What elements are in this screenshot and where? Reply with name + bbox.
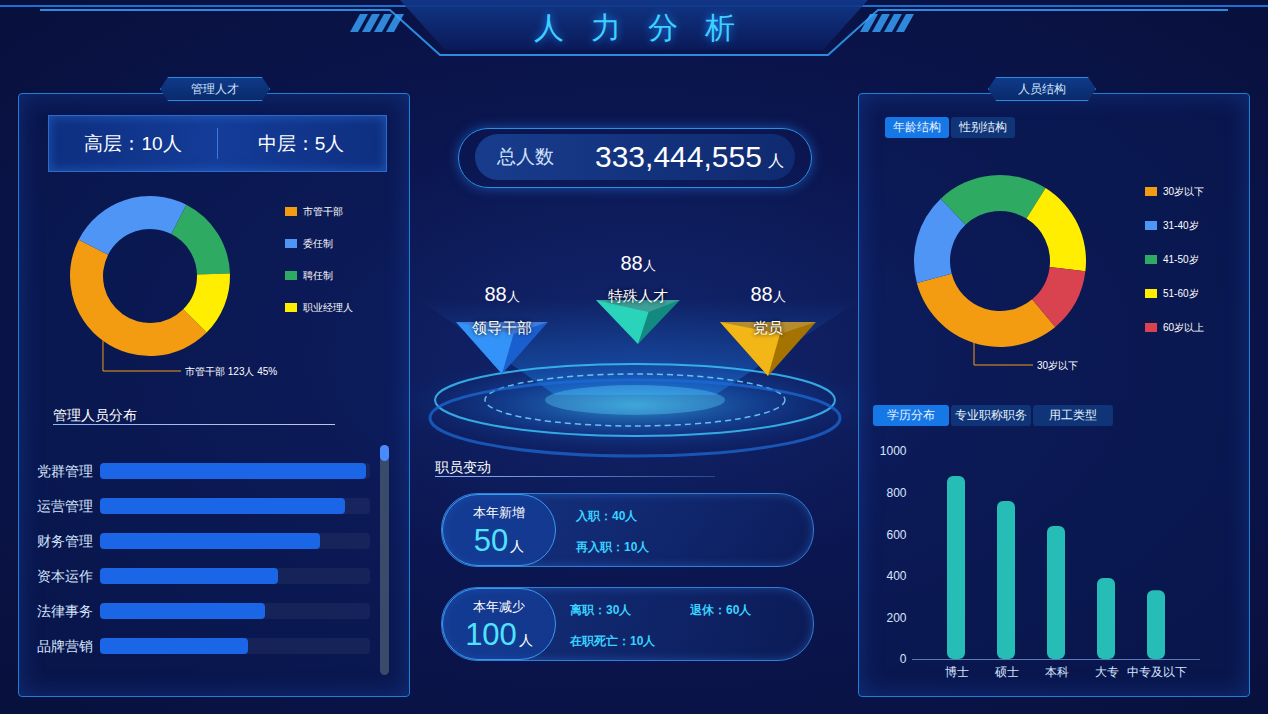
- html-text:年龄结构: 年龄结构: [893, 120, 941, 134]
- html-text:用工类型: 用工类型: [1049, 408, 1097, 422]
- html-text:离职：30人: 离职：30人: [570, 603, 632, 617]
- html-text:人: 人: [510, 538, 525, 554]
- svg-text:市管干部 123人 45%: 市管干部 123人 45%: [185, 366, 277, 377]
- html-text:高层：10人: 高层：10人: [84, 133, 182, 154]
- html-text:党员: 党员: [753, 319, 783, 336]
- svg-text:31-40岁: 31-40岁: [1163, 220, 1199, 231]
- html-text:特殊人才: 特殊人才: [608, 287, 668, 304]
- svg-text:党群管理: 党群管理: [37, 463, 93, 479]
- html-text:88人: 88人: [620, 252, 656, 274]
- svg-text:法律事务: 法律事务: [37, 603, 93, 619]
- svg-text:品牌营销: 品牌营销: [37, 638, 93, 654]
- html-text:人员结构: 人员结构: [1018, 82, 1066, 96]
- svg-text:委任制: 委任制: [303, 238, 333, 249]
- svg-text:30岁以下: 30岁以下: [1163, 186, 1204, 197]
- html-text:领导干部: 领导干部: [472, 319, 532, 336]
- html-text:333,444,555 人: 333,444,555 人: [595, 140, 784, 173]
- html-text:退休：60人: 退休：60人: [690, 603, 752, 617]
- svg-text:财务管理: 财务管理: [37, 533, 93, 549]
- svg-text:51-60岁: 51-60岁: [1163, 288, 1199, 299]
- html-text:职员变动: 职员变动: [435, 459, 491, 475]
- svg-text:本科: 本科: [1045, 665, 1069, 679]
- svg-text:1000: 1000: [880, 444, 907, 458]
- html-text:总人数: 总人数: [497, 146, 554, 167]
- html-text:管理人员分布: 管理人员分布: [53, 407, 137, 423]
- html-text:专业职称职务: 专业职称职务: [955, 408, 1027, 422]
- svg-text:市管干部: 市管干部: [303, 206, 343, 217]
- svg-text:800: 800: [886, 486, 906, 500]
- svg-text:大专: 大专: [1095, 665, 1119, 679]
- svg-text:600: 600: [886, 528, 906, 542]
- svg-text:400: 400: [886, 569, 906, 583]
- html-text:本年新增: 本年新增: [473, 505, 525, 520]
- html-text:学历分布: 学历分布: [887, 408, 935, 422]
- html-text:在职死亡：10人: 在职死亡：10人: [570, 634, 656, 648]
- html-text:性别结构: 性别结构: [959, 120, 1007, 134]
- html-text:50: 50: [473, 523, 509, 558]
- svg-text:0: 0: [900, 652, 907, 666]
- svg-text:资本运作: 资本运作: [37, 568, 93, 584]
- svg-text:职业经理人: 职业经理人: [303, 302, 353, 313]
- html-text:88人: 88人: [750, 283, 786, 305]
- html-text:100: 100: [465, 617, 517, 652]
- html-text:88人: 88人: [484, 283, 520, 305]
- html-text:管理人才: 管理人才: [191, 82, 239, 96]
- html-text:本年减少: 本年减少: [473, 599, 525, 614]
- html-text:中层：5人: 中层：5人: [257, 133, 345, 154]
- svg-text:200: 200: [886, 611, 906, 625]
- svg-text:聘任制: 聘任制: [303, 270, 333, 281]
- html-text:人力分析: 人力分析: [533, 11, 762, 44]
- svg-text:中专及以下: 中专及以下: [1127, 665, 1187, 679]
- html-text:入职：40人: 入职：40人: [576, 509, 638, 523]
- html-text:再入职：10人: 再入职：10人: [576, 540, 650, 554]
- svg-text:硕士: 硕士: [994, 665, 1019, 679]
- svg-text:运营管理: 运营管理: [37, 498, 93, 514]
- svg-text:博士: 博士: [945, 665, 969, 679]
- svg-text:30岁以下: 30岁以下: [1037, 360, 1078, 371]
- html-text:人: 人: [518, 632, 533, 648]
- svg-text:60岁以上: 60岁以上: [1163, 322, 1204, 333]
- svg-text:41-50岁: 41-50岁: [1163, 254, 1199, 265]
